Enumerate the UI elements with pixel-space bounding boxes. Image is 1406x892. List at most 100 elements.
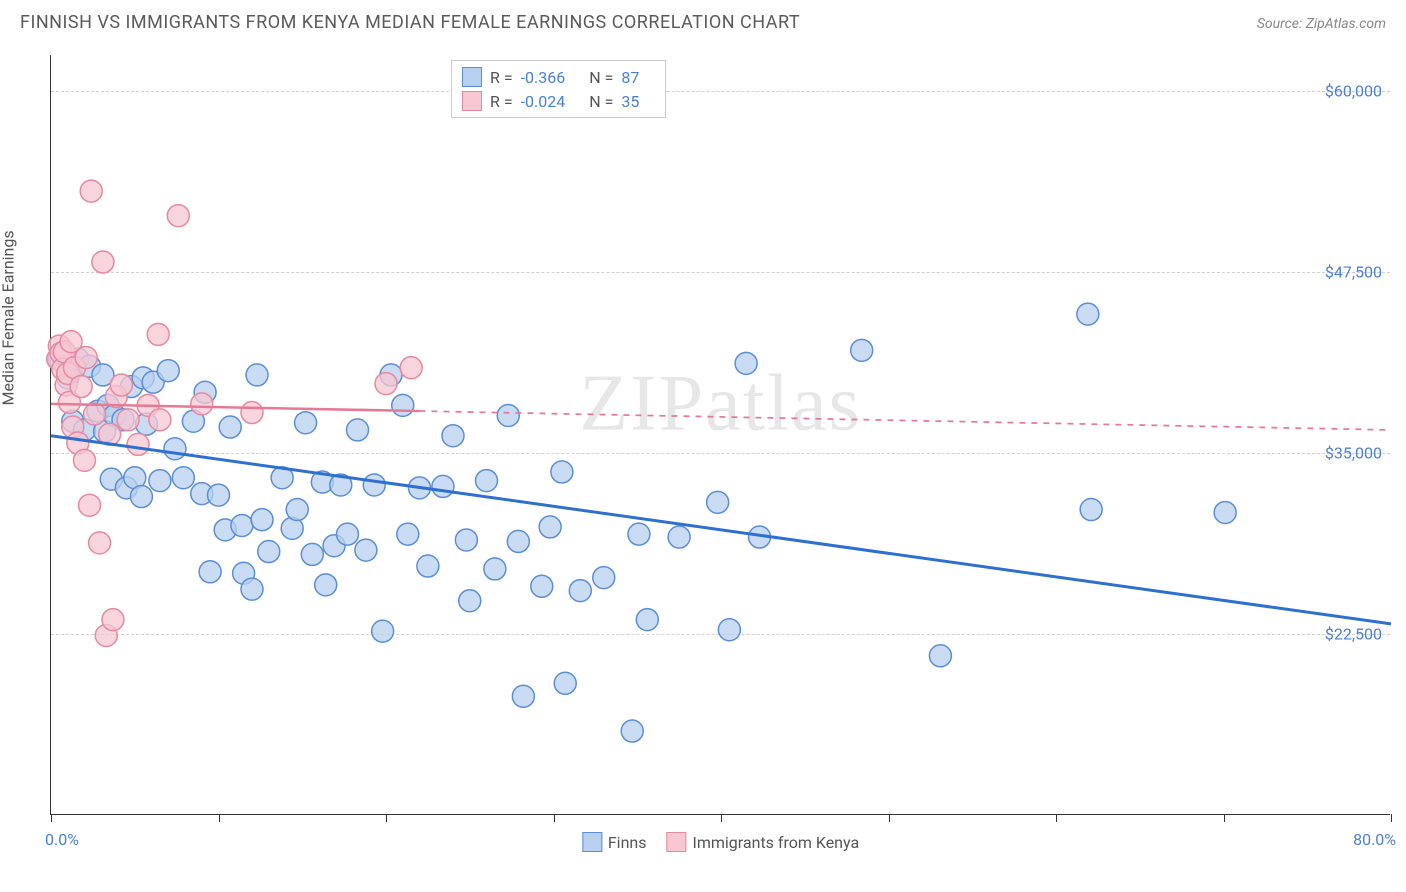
data-point <box>74 449 96 471</box>
legend-stat-row: R =-0.024N =35 <box>462 89 655 113</box>
legend-swatch <box>582 832 602 852</box>
data-point <box>301 543 323 565</box>
data-point <box>127 433 149 455</box>
x-min-label: 0.0% <box>45 830 79 849</box>
n-value: 87 <box>621 68 639 87</box>
series-legend: Finns Immigrants from Kenya <box>582 832 859 852</box>
data-point <box>400 357 422 379</box>
data-point <box>569 580 591 602</box>
data-point <box>707 491 729 513</box>
r-label: R = <box>490 92 513 111</box>
legend-series-item: Immigrants from Kenya <box>667 832 860 852</box>
data-point <box>628 523 650 545</box>
data-point <box>484 558 506 580</box>
data-point <box>476 470 498 492</box>
data-point <box>347 419 369 441</box>
data-point <box>286 499 308 521</box>
data-point <box>208 484 230 506</box>
data-point <box>718 619 740 641</box>
data-point <box>110 374 132 396</box>
data-point <box>89 532 111 554</box>
data-point <box>417 555 439 577</box>
n-value: 35 <box>621 92 639 111</box>
data-point <box>102 609 124 631</box>
data-point <box>149 409 171 431</box>
data-point <box>295 412 317 434</box>
data-point <box>929 645 951 667</box>
data-point <box>539 516 561 538</box>
data-point <box>231 514 253 536</box>
data-point <box>246 364 268 386</box>
data-point <box>636 609 658 631</box>
legend-series-label: Immigrants from Kenya <box>693 833 860 852</box>
data-point <box>507 530 529 552</box>
x-tick <box>1391 814 1392 822</box>
data-point <box>512 685 534 707</box>
data-point <box>851 339 873 361</box>
data-point <box>251 509 273 531</box>
data-point <box>164 438 186 460</box>
y-axis-label: Median Female Earnings <box>0 230 18 405</box>
data-point <box>432 475 454 497</box>
legend-series-label: Finns <box>608 833 647 852</box>
data-point <box>315 574 337 596</box>
legend-stat-row: R = -0.366 N = 87 <box>462 65 655 89</box>
x-tick <box>219 814 220 822</box>
data-point <box>593 567 615 589</box>
data-point <box>554 672 576 694</box>
n-label: N = <box>589 68 613 87</box>
data-point <box>79 494 101 516</box>
x-tick <box>1224 814 1225 822</box>
correlation-legend: R = -0.366 N = 87 R =-0.024N =35 <box>451 60 666 118</box>
data-point <box>397 523 419 545</box>
data-point <box>621 720 643 742</box>
data-point <box>84 403 106 425</box>
data-point <box>531 575 553 597</box>
data-point <box>459 590 481 612</box>
source-label: Source: ZipAtlas.com <box>1257 16 1386 32</box>
data-point <box>219 416 241 438</box>
data-point <box>172 467 194 489</box>
data-point <box>1077 303 1099 325</box>
data-point <box>1214 501 1236 523</box>
scatter-plot-svg <box>51 55 1390 814</box>
data-point <box>241 402 263 424</box>
x-tick <box>51 814 52 822</box>
data-point <box>1080 499 1102 521</box>
data-point <box>70 376 92 398</box>
r-value: -0.366 <box>521 68 566 87</box>
x-tick <box>889 814 890 822</box>
data-point <box>258 541 280 563</box>
data-point <box>497 404 519 426</box>
chart-plot-area: ZIPatlas $22,500$35,000$47,500$60,000 R … <box>50 55 1390 815</box>
data-point <box>442 425 464 447</box>
data-point <box>157 360 179 382</box>
legend-swatch <box>667 832 687 852</box>
data-point <box>149 470 171 492</box>
data-point <box>392 394 414 416</box>
data-point <box>167 205 189 227</box>
data-point <box>80 180 102 202</box>
data-point <box>551 461 573 483</box>
chart-title: FINNISH VS IMMIGRANTS FROM KENYA MEDIAN … <box>20 12 800 33</box>
data-point <box>199 561 221 583</box>
x-tick <box>1056 814 1057 822</box>
data-point <box>375 373 397 395</box>
r-label: R = <box>490 68 513 87</box>
data-point <box>92 251 114 273</box>
legend-swatch <box>462 67 482 87</box>
x-tick <box>554 814 555 822</box>
trend-line-extrapolated <box>420 411 1392 430</box>
legend-swatch <box>462 91 482 111</box>
data-point <box>75 347 97 369</box>
data-point <box>117 409 139 431</box>
x-max-label: 80.0% <box>1353 830 1396 849</box>
x-tick <box>386 814 387 822</box>
data-point <box>355 539 377 561</box>
data-point <box>372 620 394 642</box>
data-point <box>363 474 385 496</box>
data-point <box>241 578 263 600</box>
data-point <box>191 393 213 415</box>
data-point <box>455 529 477 551</box>
data-point <box>735 352 757 374</box>
